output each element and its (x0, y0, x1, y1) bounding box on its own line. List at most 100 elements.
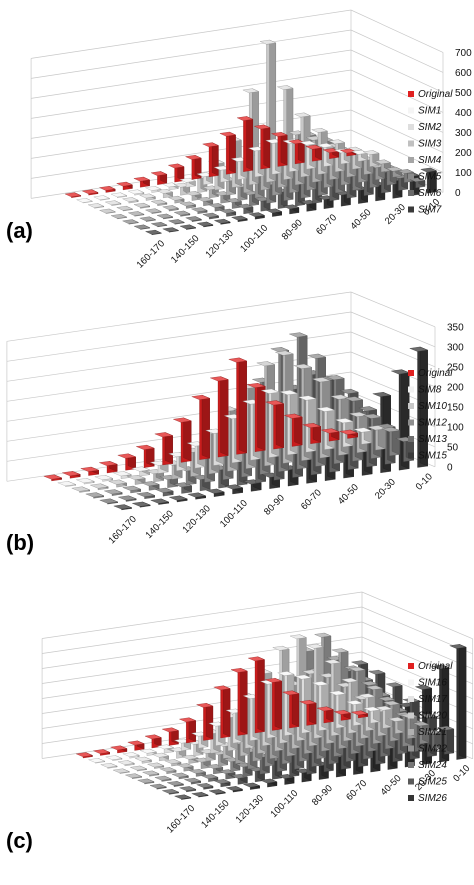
bar-sim16-140-150 (122, 752, 140, 759)
legend-label: SIM10 (418, 401, 447, 412)
bar-top (213, 685, 231, 691)
bar-original-60-70 (228, 357, 248, 455)
legend-swatch (408, 190, 414, 196)
bar-top (325, 375, 345, 381)
bar-sim15-150-160 (131, 501, 151, 508)
y-tick-label: 250 (447, 362, 464, 373)
bar-top (248, 212, 266, 217)
bar-original-50-60 (246, 382, 266, 452)
bar-top (259, 39, 277, 45)
bar-top (100, 763, 118, 768)
bar-top (350, 660, 369, 666)
x-tick-label: 160-170 (135, 238, 167, 270)
gridline (42, 591, 473, 640)
bar-sim4-140-150 (144, 208, 162, 214)
bar-top (166, 781, 185, 786)
bar-top (75, 752, 94, 757)
bar-top (432, 664, 450, 670)
bar-top (282, 204, 300, 210)
bar-top (205, 488, 225, 494)
bar-side (263, 124, 271, 168)
bar-sim4-150-160 (127, 211, 145, 217)
bar-top (277, 671, 295, 676)
bar-top (414, 685, 433, 690)
bar-top (135, 444, 155, 450)
bar-top (201, 774, 219, 779)
bar-sim20-130-140 (164, 759, 182, 767)
bar-top (184, 155, 202, 160)
bar-side (183, 417, 192, 462)
bar-sim26-0-10 (449, 644, 467, 760)
gridline (31, 49, 444, 99)
bar-side (257, 382, 266, 451)
bar-sim17-160-170 (100, 762, 118, 769)
bar-sim6-160-170 (133, 224, 151, 230)
bar-top (363, 706, 381, 712)
y-tick-label: 400 (455, 108, 472, 119)
bar-sim12-130-140 (140, 481, 160, 491)
bar-top (331, 648, 349, 653)
legend-label: SIM20 (418, 711, 447, 722)
bar-sim17-130-140 (151, 752, 170, 762)
bar-top (150, 171, 168, 176)
legend-swatch (408, 712, 414, 719)
x-tick-label: 40-50 (379, 773, 404, 798)
bar-top (316, 706, 334, 712)
bar-top (146, 762, 165, 768)
y-tick-label: 100 (455, 168, 472, 179)
x-tick-label: 80-90 (280, 218, 305, 243)
x-tick-label: 120-130 (180, 503, 212, 535)
legend-swatch (408, 745, 414, 752)
bar-sim6-130-140 (185, 216, 202, 222)
bar-top (162, 205, 179, 210)
bar-original-70-80 (219, 131, 237, 175)
bar-sim4-120-130 (179, 201, 197, 209)
bar-side (280, 131, 288, 166)
bar-top (328, 690, 347, 696)
bar-top (149, 783, 167, 789)
bar-top (316, 406, 336, 412)
bar-sim26-150-160 (191, 791, 209, 798)
bar-sim7-150-160 (162, 227, 180, 233)
bar-top (236, 116, 254, 121)
bar-sim24-160-170 (149, 783, 167, 790)
bar-top (112, 768, 130, 774)
bar-top (116, 181, 133, 187)
bar-top (260, 388, 280, 394)
bar-sim15-90-100 (242, 479, 262, 492)
x-tick-label: 0-10 (451, 763, 472, 784)
bar-top (139, 748, 157, 754)
bar-sim8-160-170 (57, 481, 77, 487)
bar-original-90-100 (196, 702, 214, 741)
bar-top (168, 495, 188, 501)
bar-top (305, 144, 323, 150)
bar-top (167, 195, 185, 201)
bar-top (185, 191, 202, 196)
bar-sim3-0-10 (374, 159, 392, 173)
x-tick-label: 160-170 (106, 514, 138, 546)
bar-original-30-40 (283, 413, 303, 447)
bar-top (276, 85, 294, 90)
bar-top (420, 167, 438, 173)
bar-original-50-60 (264, 677, 283, 731)
bar-sim10-150-160 (89, 483, 109, 491)
bar-top (133, 202, 151, 208)
bar-sim1-110-120 (162, 182, 179, 191)
bar-original-140-150 (80, 466, 100, 476)
bar-top (208, 203, 225, 208)
legend-swatch (408, 679, 414, 686)
bar-top (282, 690, 300, 696)
bar-sim22-150-160 (154, 775, 172, 782)
bar-top (339, 148, 357, 154)
legend-label: SIM13 (418, 434, 447, 445)
bar-top (367, 425, 387, 431)
bar-top (187, 492, 207, 498)
legend-swatch (408, 140, 414, 147)
bar-top (208, 789, 226, 794)
bar-sim2-150-160 (104, 200, 122, 206)
bar-sim22-160-170 (137, 778, 155, 785)
gridline (31, 29, 444, 79)
bar-top (196, 783, 214, 788)
bar-top (122, 485, 142, 491)
bar-top (270, 132, 288, 137)
